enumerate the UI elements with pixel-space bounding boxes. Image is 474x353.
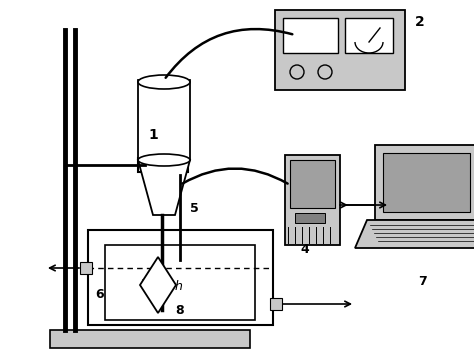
Text: h: h (175, 281, 183, 293)
Text: 4: 4 (301, 243, 310, 256)
Text: 1: 1 (148, 128, 158, 142)
Bar (345, 18, 393, 53)
Polygon shape (355, 220, 474, 248)
Bar (295, 213, 325, 223)
Text: 2: 2 (415, 15, 425, 29)
Bar (375, 145, 474, 220)
FancyArrowPatch shape (165, 29, 292, 78)
Bar (88, 230, 273, 325)
Bar (178, 158, 188, 172)
Bar (50, 330, 250, 348)
Ellipse shape (138, 75, 190, 89)
Bar (283, 18, 338, 53)
Bar (138, 80, 190, 160)
FancyArrowPatch shape (182, 168, 288, 184)
Bar (275, 10, 405, 90)
Bar (105, 245, 255, 320)
Text: 5: 5 (190, 202, 199, 215)
Text: 7: 7 (419, 275, 428, 288)
Bar (138, 158, 148, 172)
Text: 8: 8 (175, 304, 183, 317)
Text: 6: 6 (95, 288, 104, 301)
Polygon shape (140, 257, 176, 313)
Bar (80, 262, 92, 274)
Bar (270, 298, 282, 310)
Ellipse shape (138, 154, 190, 166)
Bar (383, 153, 470, 212)
Polygon shape (138, 160, 190, 215)
Bar (290, 160, 335, 208)
Bar (285, 155, 340, 245)
Text: 3: 3 (140, 279, 149, 292)
